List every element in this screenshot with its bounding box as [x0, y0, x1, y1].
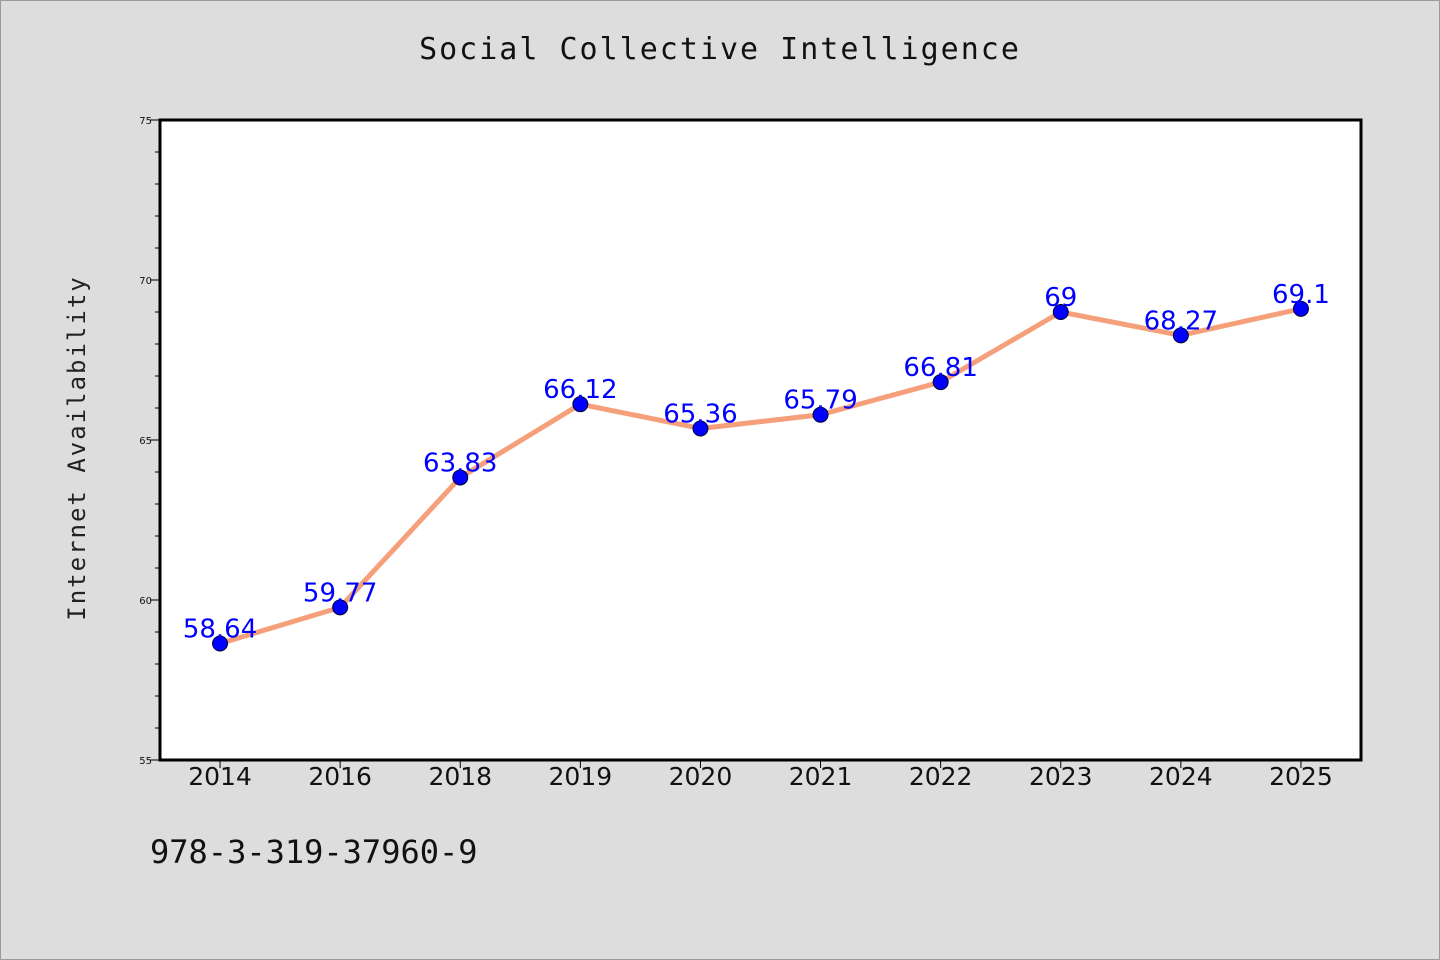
- x-tick-label: 2022: [909, 762, 973, 791]
- x-tick-label: 2023: [1029, 762, 1093, 791]
- x-tick-label: 2018: [428, 762, 492, 791]
- data-label: 69.1: [1272, 280, 1330, 310]
- x-tick-label: 2016: [308, 762, 372, 791]
- data-label: 68.27: [1144, 306, 1218, 336]
- data-label: 66.12: [543, 375, 617, 405]
- series-line: [217, 306, 1304, 647]
- x-tick-label: 2014: [188, 762, 252, 791]
- data-point: [692, 420, 709, 437]
- x-tick-label: 2021: [789, 762, 853, 791]
- data-point: [332, 599, 349, 616]
- data-point: [452, 469, 469, 486]
- y-tick-label: 70: [139, 276, 152, 287]
- data-point: [1292, 300, 1309, 317]
- y-tick-label: 55: [139, 756, 152, 767]
- plot-area: [160, 120, 1361, 760]
- data-label: 65.79: [783, 386, 857, 416]
- data-point: [812, 406, 829, 423]
- x-tick-label: 2025: [1269, 762, 1333, 791]
- x-tick-label: 2024: [1149, 762, 1213, 791]
- plot-border: [158, 118, 1363, 762]
- y-tick-label: 75: [139, 116, 152, 127]
- data-label: 66.81: [903, 353, 977, 383]
- data-point: [932, 374, 949, 391]
- y-tick-label: 60: [139, 596, 152, 607]
- data-point: [1172, 327, 1189, 344]
- x-tick-label: 2020: [669, 762, 733, 791]
- y-tick-label: 65: [139, 436, 152, 447]
- x-tick-label: 2019: [549, 762, 613, 791]
- data-point: [572, 396, 589, 413]
- data-label: 65.36: [663, 399, 737, 429]
- footnote-isbn: 978-3-319-37960-9: [150, 833, 478, 871]
- data-label: 69: [1044, 283, 1077, 313]
- data-label: 58.64: [183, 615, 257, 645]
- data-point: [1052, 304, 1069, 320]
- data-point: [212, 635, 229, 652]
- chart-title: Social Collective Intelligence: [419, 32, 1021, 67]
- data-label: 63.83: [423, 448, 497, 478]
- data-label: 59.77: [303, 578, 377, 608]
